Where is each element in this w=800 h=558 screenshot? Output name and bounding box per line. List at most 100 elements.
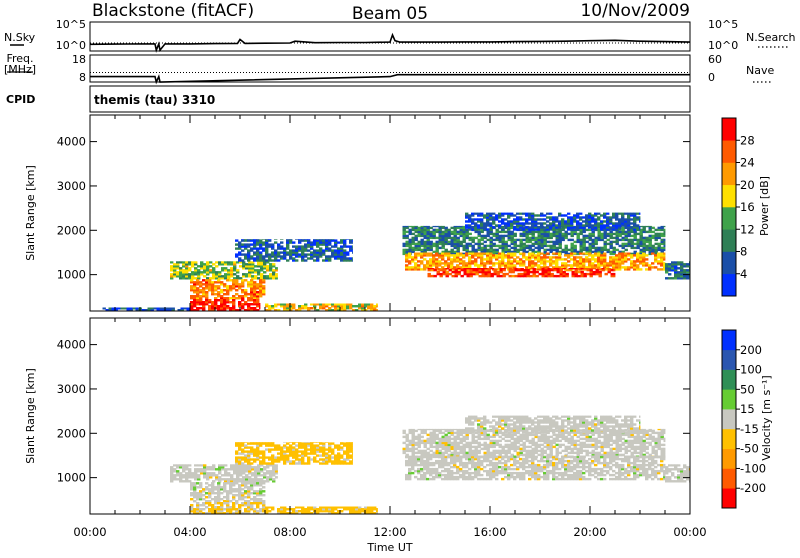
heatmap-cell [457,442,460,444]
heatmap-cell [283,444,286,446]
heatmap-cell [307,452,310,454]
heatmap-cell [493,249,496,251]
cpid-label: CPID [6,93,35,106]
heatmap-cell [558,213,561,215]
freq-left-tick-bottom: 8 [79,71,86,84]
heatmap-cell [478,442,481,444]
heatmap-cell [468,214,471,216]
heatmap-cell [301,305,304,307]
heatmap-cell [230,464,233,466]
freq-panel-frame [90,55,690,82]
heatmap-cell [477,264,480,266]
heatmap-cell [588,213,591,215]
heatmap-cell [346,239,349,240]
heatmap-cell [196,486,199,488]
heatmap-cell [214,492,217,494]
heatmap-cell [409,229,412,231]
heatmap-cell [434,275,437,277]
heatmap-cell [265,304,268,306]
heatmap-cell [268,305,271,307]
heatmap-cell [536,275,539,277]
heatmap-cell [458,271,461,273]
heatmap-cell [260,273,263,275]
heatmap-cell [190,492,193,494]
heatmap-cell [564,258,567,260]
heatmap-cell [220,281,223,283]
heatmap-cell [226,502,229,504]
heatmap-cell [562,233,565,235]
heatmap-cell [546,220,549,222]
heatmap-cell [608,268,611,269]
heatmap-cell [212,263,215,265]
heatmap-cell [415,448,418,450]
heatmap-cell [121,308,124,310]
heatmap-cell [370,507,373,509]
noise-left-tick-bottom: 10^0 [56,39,86,52]
heatmap-cell [241,259,244,261]
heatmap-cell [193,299,196,301]
heatmap-cell [538,436,541,438]
heatmap-cell [328,307,331,309]
heatmap-cell [552,216,555,218]
heatmap-cell [271,305,274,307]
heatmap-cell [468,256,471,258]
heatmap-cell [262,241,265,243]
heatmap-cell [430,227,433,229]
heatmap-cell [639,226,640,228]
heatmap-cell [550,245,553,247]
heatmap-cell [424,440,427,442]
heatmap-cell [448,241,451,243]
heatmap-cell [352,442,353,443]
heatmap-cell [461,275,464,277]
heatmap-cell [489,253,492,255]
heatmap-cell [483,253,486,255]
heatmap-cell [614,269,616,271]
heatmap-cell [223,508,226,510]
heatmap-cell [661,233,664,235]
heatmap-cell [520,448,523,450]
heatmap-cell [474,218,477,220]
heatmap-cell [304,442,307,443]
heatmap-cell [518,273,521,275]
heatmap-cell [274,239,277,240]
heatmap-cell [253,508,256,510]
heatmap-cell [499,440,502,442]
heatmap-cell [277,251,280,253]
heatmap-cell [461,268,464,269]
heatmap-cell [592,450,595,452]
heatmap-cell [677,271,680,273]
heatmap-cell [206,472,209,474]
heatmap-cell [256,510,259,512]
heatmap-cell [546,213,549,215]
heatmap-cell [280,304,283,306]
heatmap-cell [247,442,250,444]
heatmap-cell [442,231,445,233]
heatmap-cell [451,227,454,229]
heatmap-cell [579,216,582,218]
heatmap-cell [499,450,502,452]
heatmap-cell [514,239,517,241]
heatmap-cell [331,239,334,240]
heatmap-cell [516,213,519,215]
heatmap-cell [224,273,227,275]
heatmap-cell [613,233,616,235]
heatmap-cell [574,452,577,454]
heatmap-cell [439,450,442,452]
heatmap-cell [451,429,454,430]
heatmap-cell [525,226,528,228]
heatmap-cell [487,239,490,241]
colorbar-tick-label: 4 [740,267,747,281]
heatmap-cell [133,308,136,310]
noise-right-tick-top: 10^5 [708,18,738,31]
heatmap-cell [185,464,188,466]
heatmap-cell [489,222,492,224]
heatmap-cell [202,287,205,289]
heatmap-cell [235,494,238,496]
heatmap-cell [266,476,269,478]
heatmap-cell [301,245,304,247]
heatmap-cell [420,253,423,255]
heatmap-cell [571,448,574,450]
heatmap-cell [660,268,663,270]
heatmap-cell [584,273,587,275]
heatmap-cell [628,239,631,241]
